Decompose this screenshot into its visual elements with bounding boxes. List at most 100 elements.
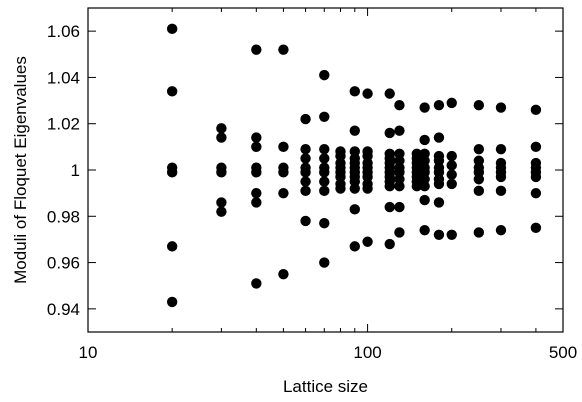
data-point (446, 178, 457, 190)
data-point (446, 229, 457, 240)
data-point (473, 174, 485, 185)
data-point (473, 143, 485, 155)
data-point (349, 125, 360, 136)
data-point (251, 278, 262, 289)
data-point (394, 100, 405, 111)
axis-ticks (87, 8, 564, 332)
data-point (278, 167, 289, 178)
data-point (319, 218, 330, 229)
data-point (446, 169, 457, 180)
data-point (300, 113, 311, 125)
data-point (433, 178, 445, 190)
data-point (495, 185, 507, 197)
data-point (411, 181, 423, 192)
data-point (349, 241, 360, 252)
data-point (433, 132, 445, 143)
y-tick-label: 0.98 (47, 207, 80, 226)
data-point (216, 132, 227, 143)
data-point (530, 141, 542, 153)
data-point (335, 183, 346, 194)
y-tick-label: 1.02 (47, 115, 80, 134)
data-point (384, 181, 395, 192)
data-point (300, 176, 311, 187)
data-point (433, 100, 445, 111)
data-point (394, 125, 405, 136)
data-point (530, 171, 542, 183)
data-point (319, 185, 330, 197)
data-point (278, 268, 289, 280)
data-point (300, 143, 311, 155)
data-point (530, 187, 542, 199)
data-point (362, 88, 373, 99)
data-point (419, 134, 430, 146)
data-point (433, 197, 445, 208)
x-tick-label: 10 (79, 343, 98, 362)
data-point (394, 181, 405, 192)
x-axis-title: Lattice size (283, 377, 368, 396)
data-point (251, 44, 262, 55)
y-tick-label: 1 (71, 161, 80, 180)
data-point (473, 185, 485, 197)
axis-tick-labels: 0.94 0.96 0.98 1 1.02 1.04 1.06 10 100 500 (47, 22, 577, 362)
data-point (473, 227, 485, 238)
data-point (300, 167, 311, 178)
data-point (446, 97, 457, 109)
data-point (473, 100, 485, 111)
data-point (362, 183, 373, 194)
data-point (384, 88, 395, 99)
data-point (319, 69, 330, 81)
data-point (251, 167, 262, 178)
data-point (251, 197, 262, 208)
data-point (384, 127, 395, 139)
data-point (433, 229, 445, 240)
data-point (495, 143, 507, 155)
data-point (319, 153, 330, 164)
y-axis-title: Moduli of Floquet Eigenvalues (11, 56, 30, 284)
data-point (394, 227, 405, 238)
data-point (278, 141, 289, 153)
data-point (319, 176, 330, 187)
data-point (419, 224, 430, 236)
data-point (419, 194, 430, 206)
data-point (530, 104, 542, 116)
data-point (394, 201, 405, 213)
data-point (349, 86, 360, 97)
x-tick-label: 500 (549, 343, 577, 362)
data-point (495, 224, 507, 236)
data-point (446, 160, 457, 171)
data-point (495, 102, 507, 113)
data-point (349, 183, 360, 194)
data-point (251, 132, 262, 143)
data-point (384, 201, 395, 213)
data-point (384, 238, 395, 250)
data-point (278, 44, 289, 55)
data-points (166, 23, 542, 308)
data-point (319, 111, 330, 122)
data-point (319, 143, 330, 155)
data-point (216, 206, 227, 217)
data-point (300, 153, 311, 164)
data-point (216, 123, 227, 134)
data-point (349, 204, 360, 215)
data-point (216, 197, 227, 208)
data-point (300, 185, 311, 197)
data-point (278, 187, 289, 199)
data-point (166, 296, 178, 308)
data-point (319, 167, 330, 178)
data-point (166, 86, 178, 97)
y-tick-label: 0.96 (47, 254, 80, 273)
data-point (530, 222, 542, 234)
data-point (495, 171, 507, 183)
data-point (419, 102, 430, 113)
data-point (166, 23, 178, 35)
y-tick-label: 1.06 (47, 22, 80, 41)
data-point (216, 167, 227, 178)
data-point (251, 141, 262, 153)
data-point (166, 241, 178, 252)
x-tick-label: 100 (353, 343, 381, 362)
data-point (319, 257, 330, 268)
data-point (362, 236, 373, 247)
data-point (166, 167, 178, 178)
